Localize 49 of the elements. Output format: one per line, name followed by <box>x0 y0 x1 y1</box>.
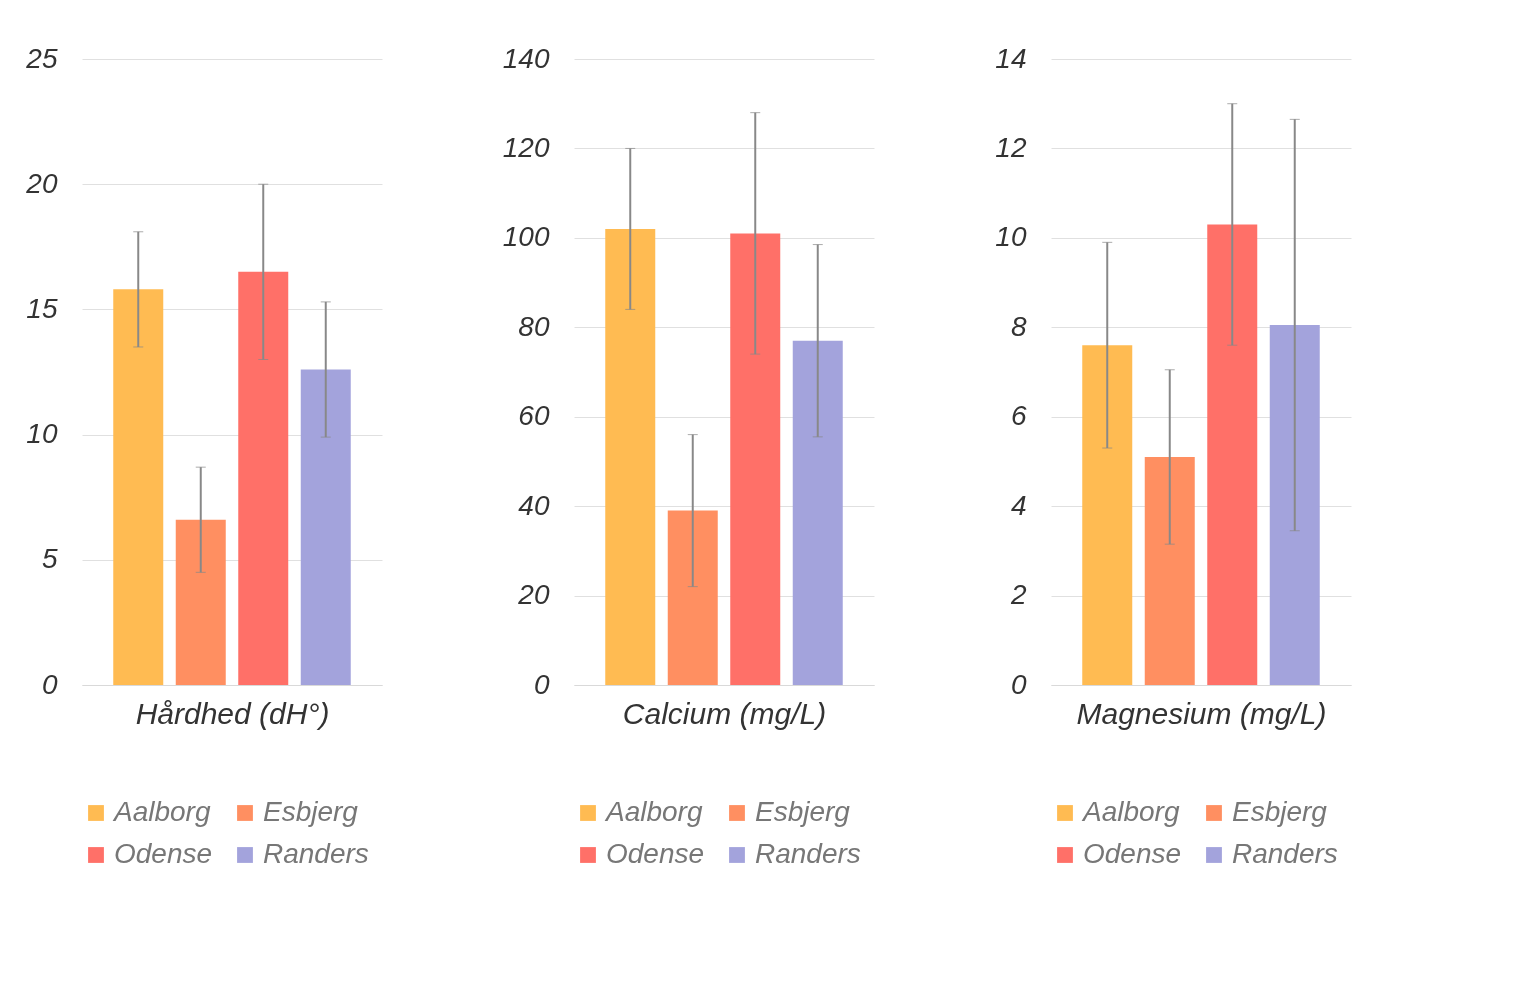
y-tick-label: 20 <box>25 167 58 199</box>
bar <box>1207 224 1258 685</box>
legend-label: Aalborg <box>604 796 703 827</box>
y-tick-label: 120 <box>502 131 550 163</box>
y-tick-label: 8 <box>1010 310 1027 342</box>
y-tick-label: 0 <box>1010 668 1027 700</box>
y-tick-label: 10 <box>995 221 1027 253</box>
y-tick-label: 80 <box>518 310 550 342</box>
y-tick-label: 0 <box>41 668 58 700</box>
y-tick-label: 4 <box>1010 489 1027 521</box>
y-tick-label: 2 <box>1009 579 1027 611</box>
legend-label: Randers <box>1232 838 1338 869</box>
bar <box>113 289 164 685</box>
x-axis-title: Calcium (mg/L) <box>622 696 827 730</box>
y-tick-label: 20 <box>517 579 550 611</box>
y-tick-label: 0 <box>533 668 550 700</box>
bar <box>300 369 351 685</box>
y-tick-label: 100 <box>502 221 550 253</box>
y-tick-label: 6 <box>1010 400 1027 432</box>
bar <box>1269 325 1320 685</box>
legend-label: Randers <box>263 838 369 869</box>
y-tick-label: 140 <box>502 42 550 74</box>
y-tick-label: 5 <box>41 543 58 575</box>
x-axis-title: Hårdhed (dH°) <box>135 696 330 730</box>
y-tick-label: 14 <box>995 42 1027 74</box>
legend-label: Odense <box>606 838 705 869</box>
legend-label: Esbjerg <box>263 796 359 827</box>
legend-label: Esbjerg <box>1232 796 1328 827</box>
bar <box>792 340 843 685</box>
y-tick-label: 40 <box>518 489 550 521</box>
y-tick-label: 15 <box>26 292 58 324</box>
y-tick-label: 10 <box>26 418 58 450</box>
y-tick-label: 25 <box>25 42 58 74</box>
legend-label: Randers <box>755 838 861 869</box>
x-axis-title: Magnesium (mg/L) <box>1076 696 1327 730</box>
bar <box>238 271 289 685</box>
bar <box>667 510 718 685</box>
bar <box>175 519 226 685</box>
bar <box>1082 345 1133 685</box>
bar <box>730 233 781 685</box>
legend-label: Aalborg <box>1081 796 1180 827</box>
legend-label: Esbjerg <box>755 796 851 827</box>
y-tick-label: 12 <box>995 131 1027 163</box>
bar <box>1144 456 1195 685</box>
legend-label: Odense <box>1083 838 1182 869</box>
y-tick-label: 60 <box>518 400 550 432</box>
legend-label: Odense <box>114 838 213 869</box>
legend-label: Aalborg <box>112 796 211 827</box>
bar <box>605 228 656 685</box>
